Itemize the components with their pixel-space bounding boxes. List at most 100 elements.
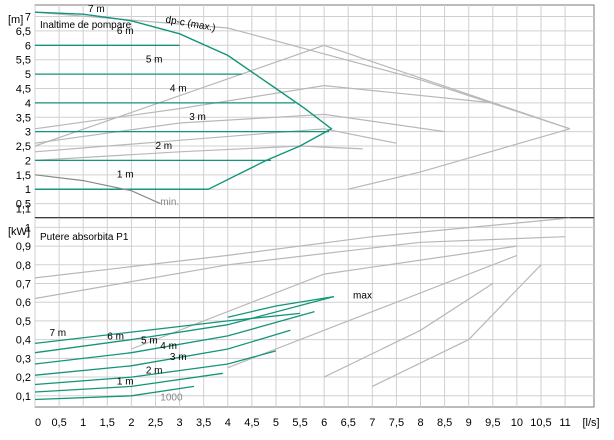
- y-tick-label: 0,9: [16, 241, 31, 253]
- x-tick-label: 1,5: [100, 417, 115, 429]
- x-tick-label: 10: [511, 417, 523, 429]
- curve-label: 1 m: [117, 170, 134, 181]
- y-tick-label: 1,5: [16, 170, 31, 182]
- curve-label: 3 m: [189, 112, 206, 123]
- power-curve: [34, 312, 301, 345]
- y-tick-label: 1: [25, 222, 31, 234]
- reference-curve: [34, 236, 566, 300]
- y-tick-label: 4: [25, 98, 31, 110]
- x-tick-label: 8: [417, 417, 423, 429]
- power-curves: [34, 295, 334, 401]
- y-tick-label: 3: [25, 127, 31, 139]
- x-tick-label: [l/s]: [582, 417, 599, 429]
- x-tick-label: 3,5: [196, 417, 211, 429]
- x-tick-label: 0,5: [51, 417, 66, 429]
- y-tick-label: 0,3: [16, 353, 31, 365]
- curve-label: 5 m: [146, 55, 163, 66]
- y-tick-label: 0,5: [16, 316, 31, 328]
- curve-label: 1 m: [117, 377, 134, 388]
- reference-curve: [34, 84, 493, 130]
- y-tick-label: 5: [25, 69, 31, 81]
- x-tick-label: 4: [225, 417, 231, 429]
- pump-head-y-unit: [m]: [8, 14, 23, 26]
- curve-label: 6 m: [117, 26, 134, 37]
- curve-label: 4 m: [160, 341, 177, 352]
- power-curve: [34, 372, 223, 393]
- y-tick-label: 4,5: [16, 83, 31, 95]
- x-tick-label: 3: [177, 417, 183, 429]
- reference-curve: [348, 128, 571, 190]
- pump-head-frame: [34, 4, 595, 219]
- power-curve: [227, 295, 334, 318]
- x-tick-label: 1: [80, 417, 86, 429]
- power-curve-labels: 7 m 6 m 5 m4 m3 m 2 m 1 m max 1000: [49, 290, 372, 403]
- x-tick-label: 4,5: [244, 417, 259, 429]
- reference-curve: [227, 254, 518, 369]
- curve-label: 6 m: [107, 332, 124, 343]
- pump-head-grid: [34, 5, 594, 218]
- y-tick-label: 1: [25, 184, 31, 196]
- y-tick-label: 6,5: [16, 26, 31, 38]
- x-tick-label: 11: [559, 417, 570, 429]
- pump-head-panel: 0,5 1 1,5 2 2,5 3 3,5 4 4,5 5 5,5 6 6,5 7 Inaltime de…: [8, 4, 595, 219]
- y-tick-label: 0,7: [16, 278, 31, 290]
- power-curve: [34, 295, 334, 354]
- curve-label: max: [353, 290, 372, 301]
- power-reference-curves: [34, 217, 570, 387]
- curve-label: 1000: [160, 392, 183, 403]
- y-tick-label: 2: [25, 155, 31, 167]
- x-tick-label: 10,5: [530, 417, 551, 429]
- x-tick-label: 6: [321, 417, 327, 429]
- x-tick-label: 2: [128, 417, 134, 429]
- y-tick-label: 5,5: [16, 55, 31, 67]
- x-tick-label: 9,5: [485, 417, 500, 429]
- x-tick-label: 0: [35, 417, 41, 429]
- y-tick-label: 0,5: [16, 199, 31, 211]
- curve-label: 4 m: [170, 83, 187, 94]
- power-curve: [34, 385, 195, 401]
- reference-curve: [34, 44, 571, 147]
- y-tick-label: 6: [25, 40, 31, 52]
- power-y-unit: [kW]: [8, 226, 30, 238]
- power-curve: [34, 329, 291, 376]
- reference-curve: [34, 113, 445, 144]
- reference-curve: [34, 217, 570, 279]
- x-tick-label: 7: [369, 417, 375, 429]
- x-tick-label: 9: [466, 417, 472, 429]
- y-tick-label: 0,8: [16, 260, 31, 272]
- curve-label: 5 m: [141, 335, 158, 346]
- x-tick-label: 2,5: [148, 417, 163, 429]
- pump-head-y-ticks: 0,5 1 1,5 2 2,5 3 3,5 4 4,5 5 5,5 6 6,5 7: [16, 12, 31, 211]
- pump-head-title: Inaltime de pompare: [40, 20, 132, 31]
- y-tick-label: 0,4: [16, 335, 31, 347]
- y-tick-label: 0,6: [16, 297, 31, 309]
- power-curve: [34, 310, 315, 365]
- curve-label: 2 m: [146, 365, 163, 376]
- x-tick-label: 8,5: [437, 417, 452, 429]
- reference-curve: [34, 128, 397, 153]
- power-y-ticks: 0,1 0,2 0,3 0,4 0,5 0,6 0,7 0,8 0,9 1 1,1: [16, 204, 31, 403]
- max-curve: [34, 11, 333, 190]
- pump-head-curves: [34, 11, 333, 205]
- min-curve: [34, 174, 161, 205]
- reference-curve: [323, 282, 494, 378]
- x-tick-label: 5,5: [292, 417, 307, 429]
- reference-curve: [34, 145, 363, 161]
- x-tick-label: 7,5: [389, 417, 404, 429]
- y-tick-label: 7: [25, 12, 31, 24]
- power-frame: [34, 217, 595, 408]
- curve-label: min.: [160, 197, 179, 208]
- curve-label: 2 m: [155, 141, 172, 152]
- power-title: Putere absorbita P1: [40, 232, 129, 243]
- curve-label: 7 m: [49, 328, 66, 339]
- power-curve: [34, 350, 277, 386]
- curve-label: 3 m: [170, 352, 187, 363]
- flow-x-ticks: 0 0,5 1 1,5 2 2,5 3 3,5 4 4,5 5 5,5 6 6,5 7 7,5 8 8,5 9 9,5…: [35, 417, 600, 429]
- curve-label: 7 m: [88, 4, 105, 15]
- y-tick-label: 1,1: [16, 204, 31, 216]
- power-panel: 0,1 0,2 0,3 0,4 0,5 0,6 0,7 0,8 0,9 1 1,1 Putere a…: [8, 204, 595, 408]
- y-tick-label: 2,5: [16, 141, 31, 153]
- y-tick-label: 0,1: [16, 391, 31, 403]
